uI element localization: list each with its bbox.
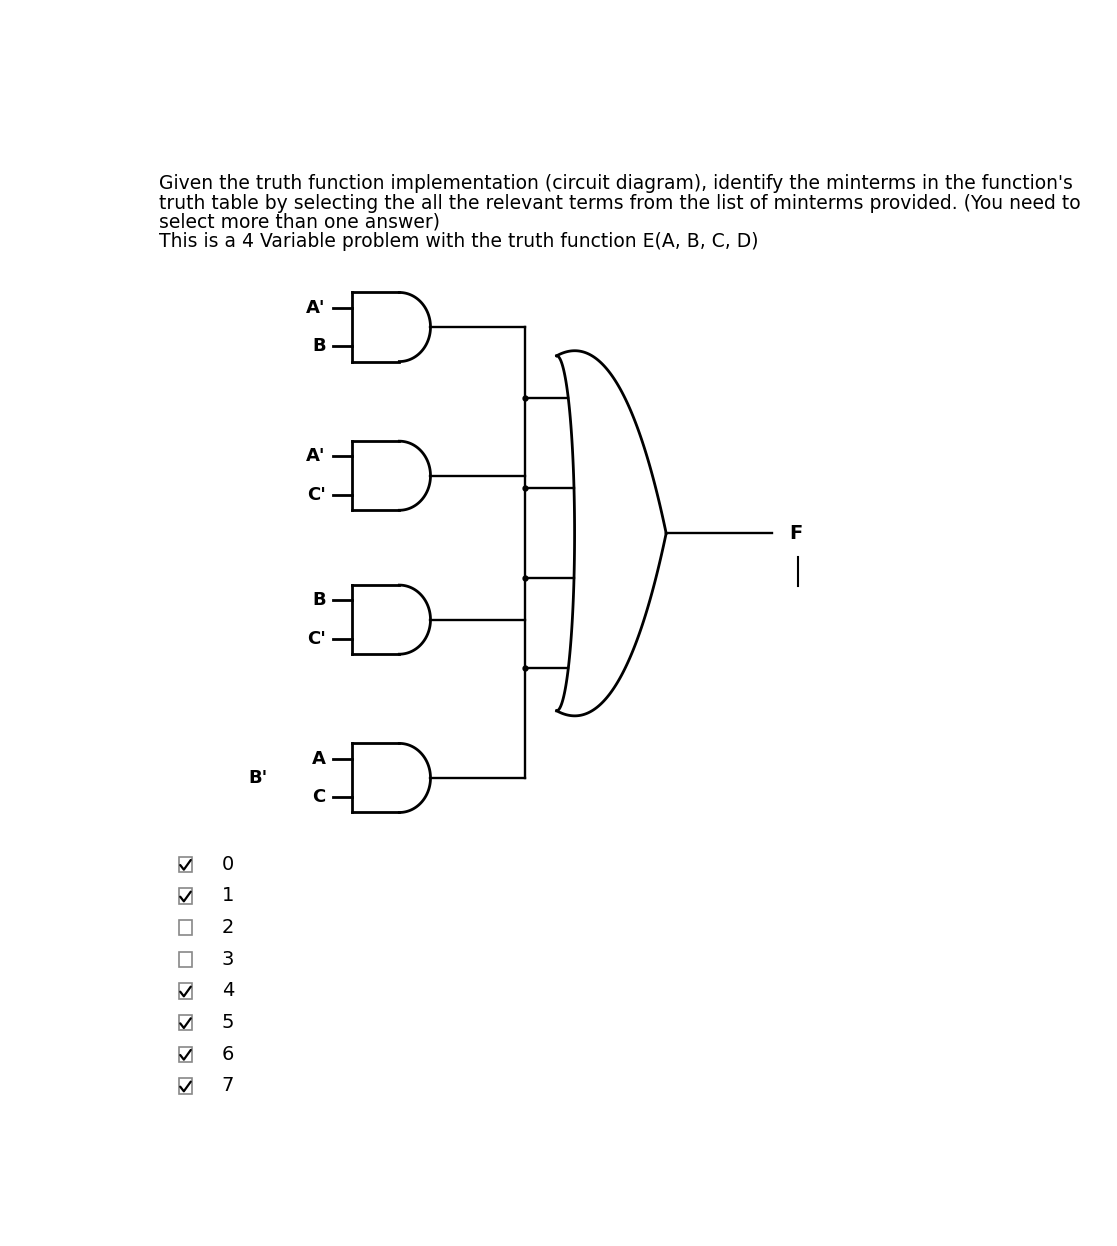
FancyBboxPatch shape — [179, 983, 192, 998]
Text: C: C — [313, 789, 326, 806]
Text: 2: 2 — [222, 918, 235, 937]
Text: B: B — [312, 338, 326, 355]
FancyBboxPatch shape — [179, 888, 192, 903]
Text: 3: 3 — [222, 949, 235, 969]
Text: 0: 0 — [222, 855, 235, 873]
Text: A': A' — [306, 299, 326, 316]
Text: 5: 5 — [222, 1013, 235, 1032]
Text: 7: 7 — [222, 1077, 235, 1095]
Text: F: F — [789, 523, 802, 543]
Text: C': C' — [307, 486, 326, 505]
FancyBboxPatch shape — [179, 1047, 192, 1062]
Text: truth table by selecting the all the relevant terms from the list of minterms pr: truth table by selecting the all the rel… — [159, 193, 1080, 213]
FancyBboxPatch shape — [179, 1015, 192, 1030]
Text: 4: 4 — [222, 982, 235, 1001]
Text: select more than one answer): select more than one answer) — [159, 213, 440, 232]
Text: 1: 1 — [222, 886, 235, 906]
FancyBboxPatch shape — [179, 856, 192, 872]
Text: This is a 4 Variable problem with the truth function E(A, B, C, D): This is a 4 Variable problem with the tr… — [159, 232, 758, 250]
Text: B: B — [312, 592, 326, 609]
FancyBboxPatch shape — [179, 1078, 192, 1094]
Text: B': B' — [248, 769, 268, 787]
Text: C': C' — [307, 630, 326, 648]
Text: Given the truth function implementation (circuit diagram), identify the minterms: Given the truth function implementation … — [159, 173, 1072, 192]
FancyBboxPatch shape — [179, 920, 192, 936]
FancyBboxPatch shape — [179, 952, 192, 967]
Text: 6: 6 — [222, 1044, 235, 1064]
Text: A': A' — [306, 447, 326, 465]
Text: A: A — [312, 750, 326, 768]
